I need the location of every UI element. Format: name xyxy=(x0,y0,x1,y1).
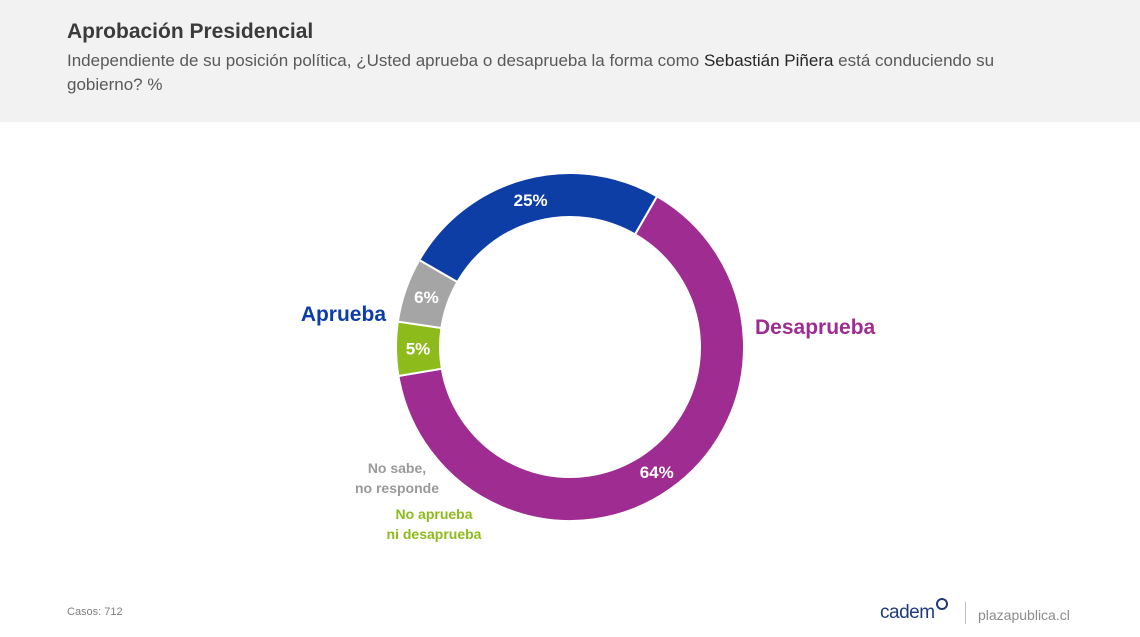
page-title: Aprobación Presidencial xyxy=(67,20,314,43)
footer-divider xyxy=(965,602,966,624)
subtitle-text-post: está conduciendo su gobierno? % xyxy=(67,51,995,94)
sample-size-note: Casos: 712 xyxy=(67,606,123,618)
slice-aprueba xyxy=(417,172,659,284)
subtitle-text-pre: Independiente de su posición política, ¿… xyxy=(67,51,704,70)
value-label-no-aprueba-ni-desaprueba: 5% xyxy=(406,340,431,359)
cadem-logo: cadem xyxy=(880,598,948,624)
category-label-no-aprueba-ni-desaprueba: No aprueba ni desaprueba xyxy=(387,506,482,542)
cadem-logo-dot-icon xyxy=(935,598,948,610)
approval-donut-chart: 64% Desaprueba 5% No aprueba ni desaprueba 6%… xyxy=(301,172,876,542)
value-label-no-sabe-no-responde: 6% xyxy=(414,288,439,307)
cadem-logo-text: cadem xyxy=(880,602,935,623)
slice-desaprueba xyxy=(397,194,745,522)
subtitle-person-name: Sebastián Piñera xyxy=(703,51,834,70)
value-label-aprueba: 25% xyxy=(514,191,548,210)
page-subtitle: Independiente de su posición política, ¿… xyxy=(67,49,997,97)
category-label-no-sabe-no-responde: No sabe, no responde xyxy=(355,460,439,496)
value-label-desaprueba: 64% xyxy=(640,463,674,482)
site-link[interactable]: plazapublica.cl xyxy=(978,607,1070,623)
header-band: Aprobación Presidencial Independiente de… xyxy=(0,0,1140,122)
category-label-aprueba: Aprueba xyxy=(301,303,387,326)
category-label-desaprueba: Desaprueba xyxy=(755,316,876,339)
